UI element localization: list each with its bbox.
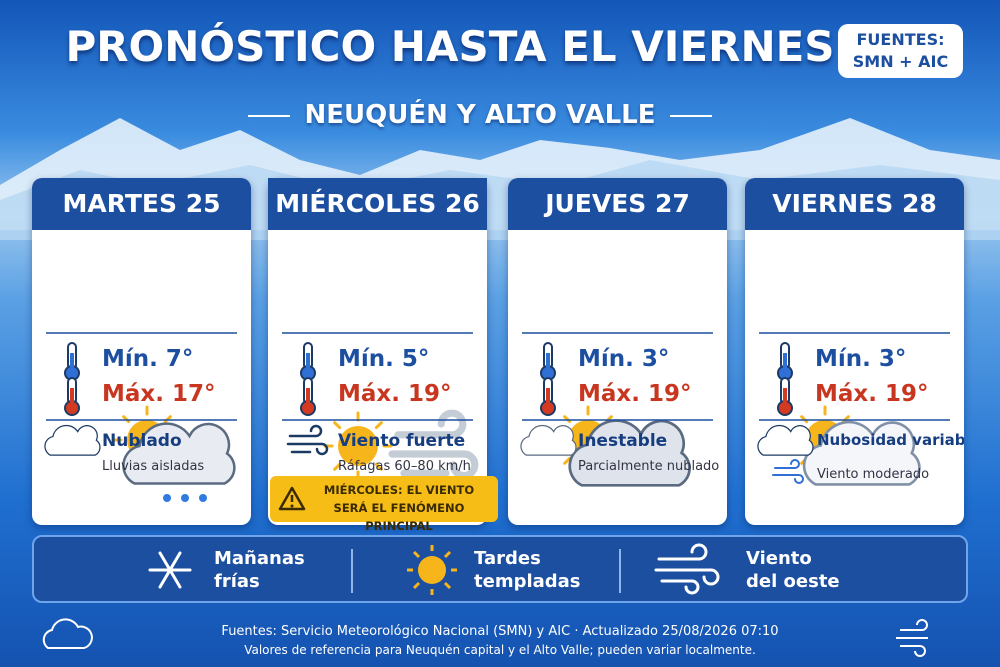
day-card: MIÉRCOLES 26 Mín. 5° Máx. 19° Viento fue… (268, 178, 498, 533)
day-name: MARTES 25 (32, 178, 251, 230)
temp-min: Mín. 7° (102, 346, 194, 372)
condition: Viento fuerte (338, 431, 466, 451)
day-name: JUEVES 27 (508, 178, 727, 230)
summary-line: templadas (474, 571, 581, 592)
day-name: MIÉRCOLES 26 (268, 178, 487, 230)
temp-min: Mín. 3° (815, 346, 907, 372)
condition-detail: Parcialmente nublado (578, 459, 720, 474)
subtitle: NEUQUÉN Y ALTO VALLE (304, 100, 656, 130)
condition-detail: Ráfagas 60–80 km/h (338, 459, 471, 474)
badge-line: SMN + AIC (852, 52, 949, 71)
alert-line: SERÁ EL FENÓMENO PRINCIPAL (333, 501, 465, 533)
temp-max: Máx. 19° (578, 381, 692, 407)
badge-line: FUENTES: (856, 30, 945, 49)
temp-max: Máx. 19° (815, 381, 929, 407)
temp-min: Mín. 3° (578, 346, 670, 372)
summary-line: Tardes (474, 548, 541, 569)
day-name: VIERNES 28 (745, 178, 964, 230)
alert-line: MIÉRCOLES: EL VIENTO (323, 483, 475, 497)
summary-item: Tardes templadas (474, 547, 581, 593)
day-card: MARTES 25 Mín. 7° Máx. 17° Nublado Lluvi… (32, 178, 251, 525)
summary-line: frías (214, 571, 260, 592)
card-icons (282, 332, 479, 481)
alert-icon (278, 486, 306, 511)
day-card: JUEVES 27 Mín. 3° Máx. 19° Inestable Par… (508, 178, 727, 525)
summary-line: Viento (746, 548, 812, 569)
summary-icons (148, 543, 720, 595)
temp-min: Mín. 5° (338, 346, 430, 372)
sources-badge: FUENTES: SMN + AIC (838, 24, 963, 78)
summary-line: del oeste (746, 571, 840, 592)
condition: Inestable (578, 431, 668, 451)
condition-detail: Viento moderado (817, 467, 930, 482)
footer-note: Valores de referencia para Neuquén capit… (244, 643, 756, 657)
condition-detail: Lluvias aisladas (102, 459, 205, 474)
summary-item: Viento del oeste (746, 547, 840, 593)
card-icons (757, 332, 950, 486)
day-card: VIERNES 28 Mín. 3° Máx. 19° Nubosidad va… (745, 178, 964, 525)
summary-line: Mañanas (214, 548, 305, 569)
condition: Nublado (102, 431, 182, 451)
summary-item: Mañanas frías (214, 547, 305, 593)
card-icons (520, 332, 713, 487)
footer-sources: Fuentes: Servicio Meteorológico Nacional… (221, 624, 779, 639)
temp-max: Máx. 19° (338, 381, 452, 407)
condition: Nubosidad variable (817, 431, 964, 449)
temp-max: Máx. 17° (102, 381, 216, 407)
title: PRONÓSTICO HASTA EL VIERNES (65, 22, 835, 71)
summary-bar: Mañanas frías Tardes templadas Viento del oes… (32, 535, 968, 603)
card-icons (44, 332, 237, 502)
alert: MIÉRCOLES: EL VIENTO SERÁ EL FENÓMENO PRI… (270, 476, 498, 533)
